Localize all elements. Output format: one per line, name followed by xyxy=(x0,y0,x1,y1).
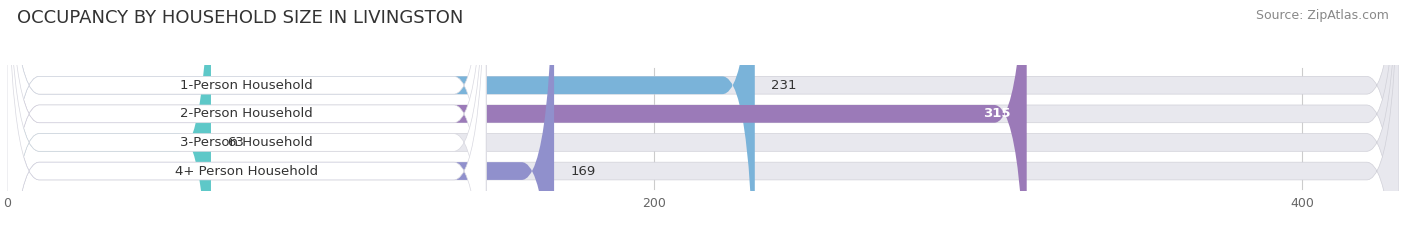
FancyBboxPatch shape xyxy=(7,0,211,233)
FancyBboxPatch shape xyxy=(7,0,486,233)
FancyBboxPatch shape xyxy=(7,0,486,233)
Text: 4+ Person Household: 4+ Person Household xyxy=(174,164,318,178)
Text: Source: ZipAtlas.com: Source: ZipAtlas.com xyxy=(1256,9,1389,22)
Text: 169: 169 xyxy=(571,164,596,178)
FancyBboxPatch shape xyxy=(7,0,1399,233)
FancyBboxPatch shape xyxy=(7,0,486,233)
Text: 63: 63 xyxy=(228,136,245,149)
FancyBboxPatch shape xyxy=(7,0,1399,233)
Text: 231: 231 xyxy=(770,79,796,92)
Text: OCCUPANCY BY HOUSEHOLD SIZE IN LIVINGSTON: OCCUPANCY BY HOUSEHOLD SIZE IN LIVINGSTO… xyxy=(17,9,463,27)
FancyBboxPatch shape xyxy=(7,0,554,233)
Text: 3-Person Household: 3-Person Household xyxy=(180,136,314,149)
Text: 1-Person Household: 1-Person Household xyxy=(180,79,314,92)
FancyBboxPatch shape xyxy=(7,0,486,233)
FancyBboxPatch shape xyxy=(7,0,1026,233)
FancyBboxPatch shape xyxy=(7,0,755,233)
FancyBboxPatch shape xyxy=(7,0,1399,233)
FancyBboxPatch shape xyxy=(7,0,1399,233)
Text: 2-Person Household: 2-Person Household xyxy=(180,107,314,120)
Text: 315: 315 xyxy=(983,107,1011,120)
